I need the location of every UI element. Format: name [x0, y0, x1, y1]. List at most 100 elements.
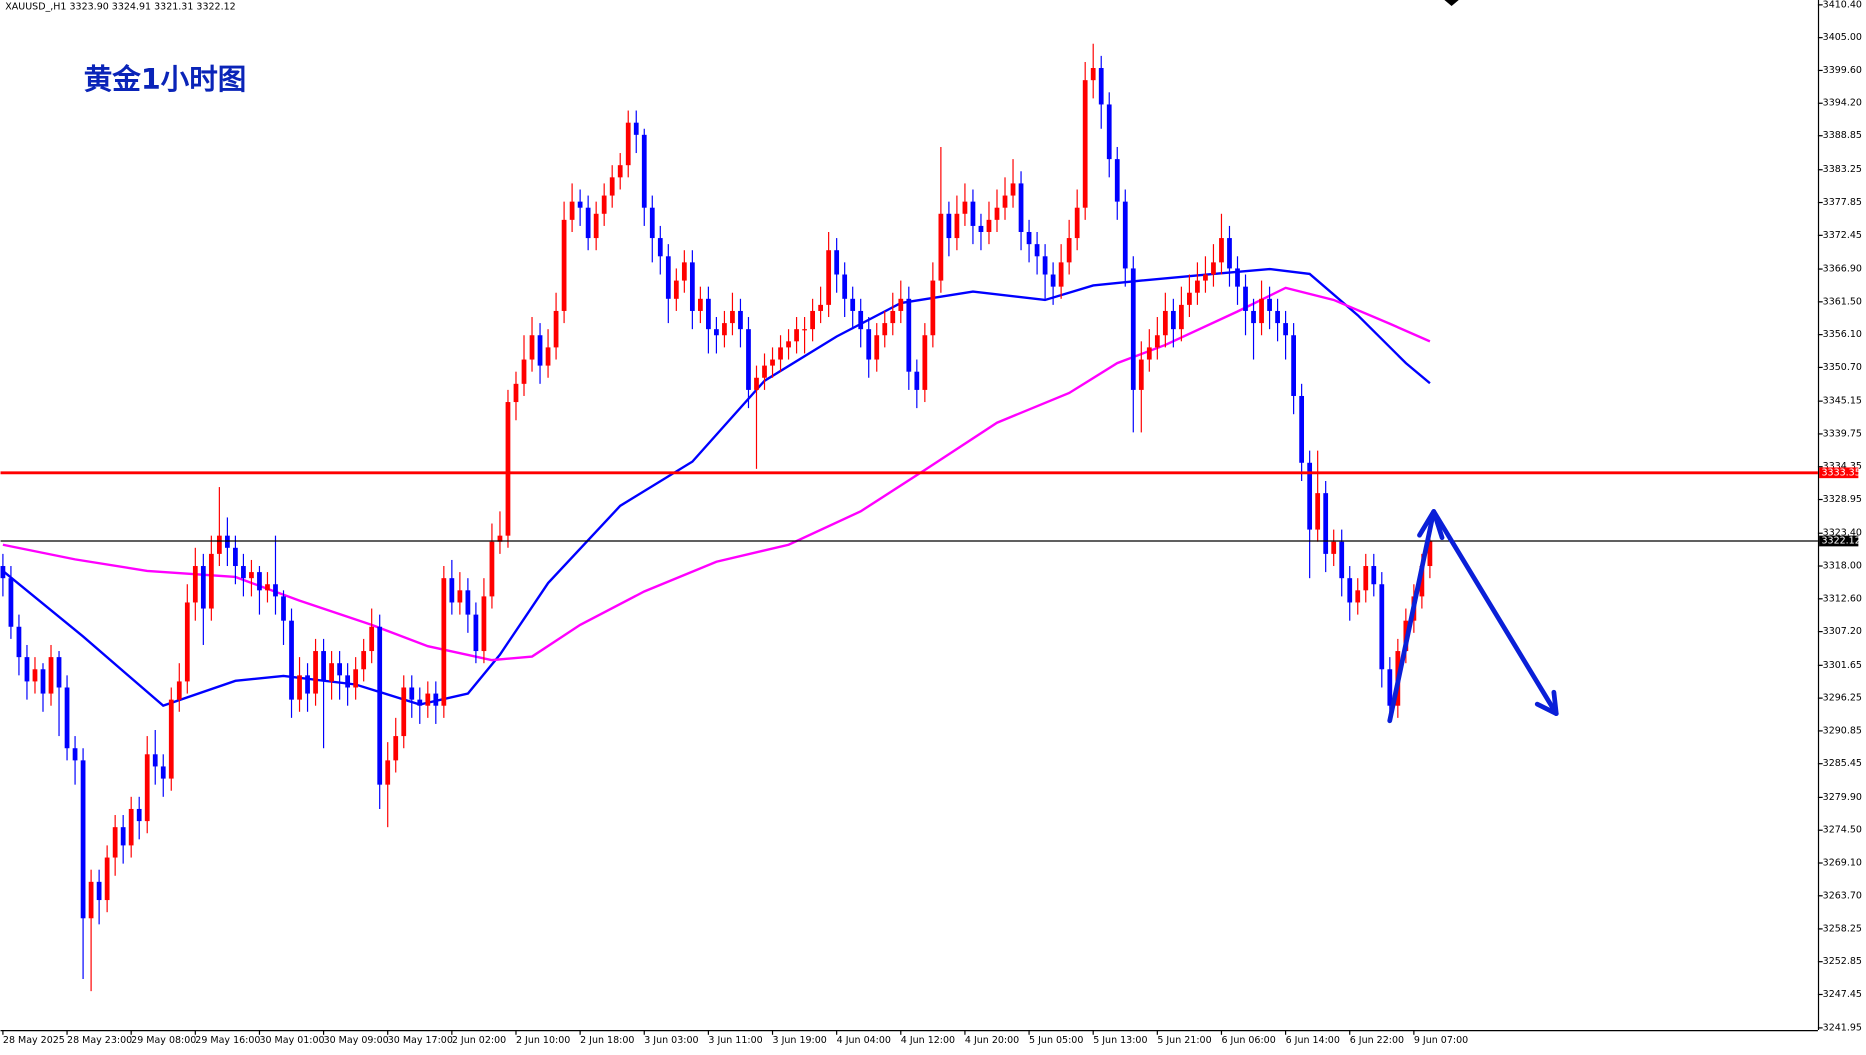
candle-body	[1195, 280, 1200, 293]
y-tick-label: 3356.10	[1823, 329, 1862, 340]
candle-body	[48, 657, 54, 694]
candle-body	[842, 274, 848, 299]
candle-body	[80, 760, 86, 919]
candle-body	[1331, 541, 1337, 554]
y-tick-label: 3301.65	[1823, 660, 1862, 671]
y-tick-label: 3372.45	[1823, 230, 1862, 241]
candle-body	[1227, 238, 1232, 269]
candle-body	[353, 669, 359, 688]
candle-body	[449, 578, 455, 603]
candle-body	[1179, 304, 1184, 330]
candle-body	[1219, 238, 1224, 263]
candle-body	[225, 535, 230, 548]
candle-body	[730, 310, 735, 324]
y-tick-label: 3285.45	[1823, 758, 1862, 769]
y-tick-label: 3334.35	[1823, 461, 1862, 472]
y-tick-label: 3410.40	[1823, 0, 1862, 10]
candle-body	[409, 687, 415, 700]
candle-body	[1267, 298, 1272, 311]
x-tick-label: 29 May 16:00	[195, 1035, 260, 1046]
candle-body	[770, 359, 775, 366]
y-tick-label: 3263.70	[1823, 890, 1862, 901]
y-tick-label: 3361.50	[1823, 296, 1862, 307]
candle-body	[369, 626, 375, 652]
candle-body	[289, 620, 294, 700]
y-tick-label: 3274.50	[1823, 825, 1862, 836]
candle-body	[906, 298, 912, 372]
candle-body	[216, 535, 222, 554]
candle-body	[1066, 238, 1072, 263]
candle-body	[593, 213, 599, 239]
candle-body	[818, 304, 824, 311]
candle-body	[192, 566, 198, 603]
candle-body	[401, 687, 407, 737]
candle-body	[497, 535, 503, 542]
y-tick-label: 3377.85	[1823, 197, 1862, 208]
y-tick-label: 3383.25	[1823, 164, 1862, 175]
candle-body	[970, 201, 976, 226]
candle-body	[144, 754, 150, 822]
candle-body	[617, 165, 623, 178]
candle-body	[706, 298, 711, 330]
price-label: 3322.12	[1821, 536, 1860, 547]
candle-body	[1427, 541, 1433, 567]
candle-body	[802, 329, 807, 331]
candle-body	[1002, 195, 1008, 208]
y-tick-label: 3279.90	[1823, 792, 1862, 803]
candle-body	[1235, 268, 1240, 287]
candle-body	[8, 578, 14, 627]
candle-body	[489, 541, 495, 597]
x-tick-label: 30 May 09:00	[324, 1035, 389, 1046]
candle-body	[337, 663, 342, 676]
candle-body	[393, 736, 399, 761]
candle-body	[441, 578, 447, 706]
x-tick-label: 3 Jun 03:00	[644, 1035, 698, 1046]
candle-body	[249, 572, 254, 579]
candle-body	[1122, 201, 1128, 269]
y-tick-label: 3405.00	[1823, 32, 1862, 43]
candle-body	[433, 693, 439, 706]
x-tick-label: 30 May 17:00	[388, 1035, 453, 1046]
candle-body	[465, 590, 471, 615]
candle-body	[160, 766, 166, 779]
candle-body	[385, 760, 391, 785]
candle-body	[88, 881, 94, 919]
x-tick-label: 4 Jun 04:00	[837, 1035, 891, 1046]
x-tick-label: 5 Jun 13:00	[1093, 1035, 1147, 1046]
candle-body	[697, 298, 703, 311]
candle-body	[425, 693, 431, 706]
candle-body	[1323, 493, 1329, 554]
y-tick-label: 3388.85	[1823, 130, 1862, 141]
candle-body	[545, 347, 551, 366]
candle-body	[1363, 566, 1369, 591]
arrow-head	[1534, 689, 1559, 717]
x-tick-label: 6 Jun 14:00	[1286, 1035, 1340, 1046]
candle-body	[754, 377, 759, 390]
candle-body	[922, 335, 928, 390]
candle-body	[313, 651, 318, 694]
candle-body	[826, 250, 832, 305]
candle-body	[1010, 183, 1016, 196]
candle-body	[377, 626, 383, 785]
y-tick-label: 3350.70	[1823, 362, 1862, 373]
y-tick-label: 3312.60	[1823, 593, 1862, 604]
candle-body	[1371, 566, 1377, 585]
candle-body	[882, 323, 888, 336]
candle-body	[417, 699, 423, 706]
candle-body	[112, 827, 118, 858]
y-tick-label: 3307.20	[1823, 626, 1862, 637]
candle-body	[297, 675, 302, 700]
candle-body	[457, 590, 463, 603]
candle-body	[1082, 80, 1088, 208]
candle-body	[722, 323, 727, 336]
x-tick-label: 6 Jun 22:00	[1350, 1035, 1404, 1046]
y-tick-label: 3269.10	[1823, 858, 1862, 869]
candle-body	[834, 250, 840, 275]
candle-body	[714, 329, 719, 336]
y-tick-label: 3290.85	[1823, 725, 1862, 736]
candle-body	[938, 213, 944, 281]
candle-body	[305, 675, 310, 694]
candle-body	[96, 881, 102, 901]
candle-body	[978, 225, 984, 232]
